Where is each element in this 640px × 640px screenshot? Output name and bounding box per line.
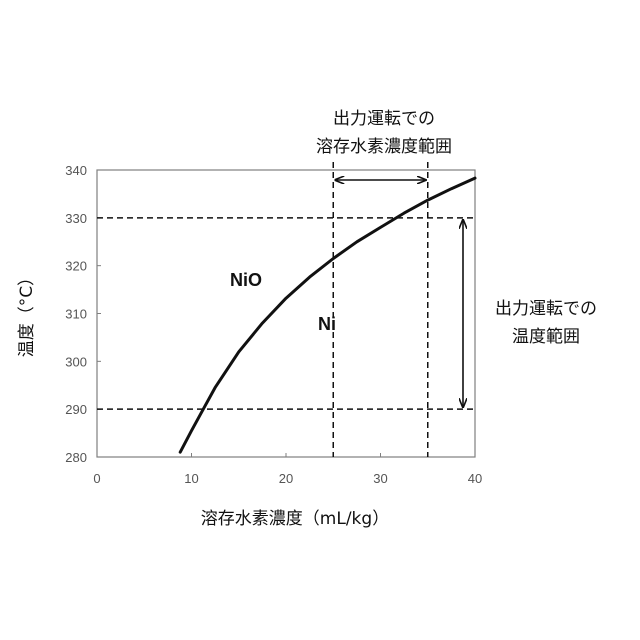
hydrogen-range-label-line1: 出力運転での: [333, 109, 435, 129]
hydrogen-range-label-line2: 溶存水素濃度範囲: [316, 137, 452, 157]
x-axis-title: 溶存水素濃度（mL/kg）: [201, 509, 389, 529]
operating-range-guides: [97, 162, 477, 457]
temperature-range-label-line1: 出力運転での: [495, 299, 597, 319]
y-tick-label: 310: [65, 307, 87, 322]
region-label-ni: Ni: [318, 314, 336, 334]
y-tick-label: 330: [65, 211, 87, 226]
y-tick-label: 300: [65, 354, 87, 369]
y-axis-ticks: 280 290 300 310 320 330 340: [65, 163, 101, 465]
x-tick-label: 0: [93, 471, 100, 486]
y-tick-label: 290: [65, 402, 87, 417]
temperature-range-label-line2: 温度範囲: [512, 327, 580, 347]
x-tick-label: 20: [279, 471, 293, 486]
y-axis-title: 温度（°C）: [17, 269, 37, 357]
x-tick-label: 30: [373, 471, 387, 486]
x-tick-label: 10: [184, 471, 198, 486]
y-tick-label: 320: [65, 259, 87, 274]
y-tick-label: 340: [65, 163, 87, 178]
region-label-nio: NiO: [230, 270, 262, 290]
y-tick-label: 280: [65, 450, 87, 465]
x-tick-label: 40: [468, 471, 482, 486]
plot-frame: [97, 170, 475, 457]
x-axis-ticks: 0 10 20 30 40: [93, 453, 482, 486]
